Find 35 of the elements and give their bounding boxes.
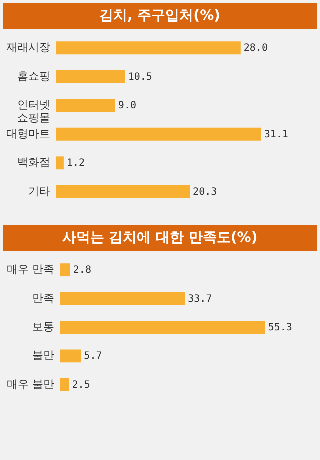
data-label: 10.5: [128, 72, 152, 83]
data-label: 5.7: [84, 351, 102, 362]
data-label: 1.2: [66, 158, 85, 170]
data-label: 2.5: [72, 380, 90, 391]
y-tick-label: 매우 불만: [7, 378, 54, 391]
chart-title: 김치, 주구입처(%): [3, 3, 317, 29]
y-tick-label: 재래시장: [6, 41, 50, 54]
y-tick-label: 인터넷 쇼핑몰: [18, 98, 50, 125]
bar: [56, 185, 190, 198]
bar: [56, 70, 126, 84]
bar: [56, 99, 116, 112]
y-tick-label: 매우 만족: [7, 263, 54, 276]
bar: [60, 292, 186, 306]
data-label: 2.8: [73, 265, 92, 276]
y-tick-label: 대형마트: [6, 127, 50, 140]
bar: [60, 264, 70, 277]
bar: [56, 128, 262, 141]
y-tick-label: 보통: [32, 320, 54, 334]
bar: [56, 156, 64, 170]
data-label: 9.0: [118, 100, 136, 112]
y-tick-label: 백화점: [18, 156, 50, 170]
data-label: 33.7: [188, 294, 212, 305]
bar: [60, 321, 266, 334]
bar: [60, 378, 70, 392]
y-tick-label: 기타: [28, 184, 50, 198]
data-label: 28.0: [244, 43, 268, 54]
chart-title: 사먹는 김치에 대한 만족도(%): [3, 225, 317, 251]
y-tick-label: 만족: [32, 292, 54, 305]
y-tick-label: 홈쇼핑: [18, 70, 50, 83]
data-label: 20.3: [193, 186, 218, 198]
bar: [60, 350, 82, 363]
data-label: 31.1: [264, 129, 288, 140]
bar: [56, 42, 241, 55]
y-tick-label: 불만: [32, 349, 54, 362]
data-label: 55.3: [268, 322, 292, 334]
